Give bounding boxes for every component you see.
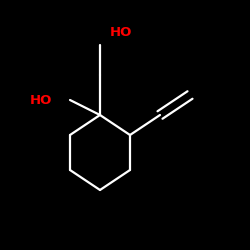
Text: HO: HO xyxy=(110,26,132,39)
Text: HO: HO xyxy=(30,94,52,106)
